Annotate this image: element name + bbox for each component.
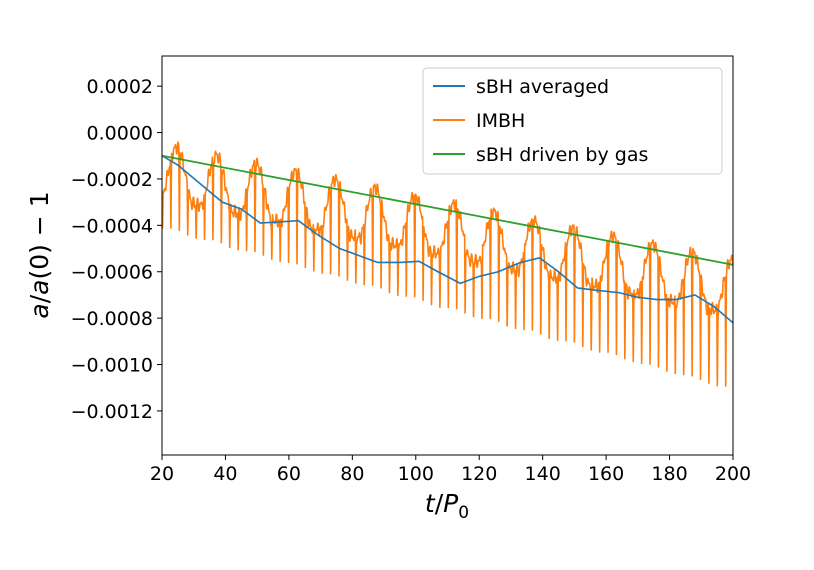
y-tick-label: −0.0004: [71, 215, 153, 237]
series-line-imbh: [162, 141, 733, 387]
legend-label-imbh: IMBH: [476, 110, 525, 132]
y-tick-label: −0.0010: [71, 355, 153, 377]
axes-frame: [161, 55, 734, 456]
legend-label-sbh-averaged: sBH averaged: [476, 76, 609, 98]
x-tick-label: 100: [398, 463, 434, 485]
y-tick-label: 0.0000: [87, 123, 153, 145]
series-layer: [162, 141, 733, 387]
x-axis-ticks: 20 40 60 80 100 120 140 160 180 200: [150, 455, 751, 485]
x-tick-label: 140: [525, 463, 561, 485]
x-tick-label: 80: [340, 463, 364, 485]
x-tick-label: 40: [213, 463, 237, 485]
legend: sBH averaged IMBH sBH driven by gas: [422, 67, 723, 175]
y-axis-label: a/a(0) − 1: [25, 191, 54, 318]
x-tick-label: 180: [651, 463, 687, 485]
y-tick-label: −0.0008: [71, 308, 153, 330]
x-tick-label: 200: [715, 463, 751, 485]
x-tick-label: 20: [150, 463, 174, 485]
legend-box: [422, 67, 723, 175]
x-tick-label: 120: [461, 463, 497, 485]
y-axis-ticks: 0.0002 0.0000 −0.0002 −0.0004 −0.0006 −0.0008…: [71, 76, 162, 423]
y-tick-label: −0.0012: [71, 401, 153, 423]
y-tick-label: 0.0002: [87, 76, 153, 98]
x-tick-label: 160: [588, 463, 624, 485]
series-line-sbh-gas: [162, 154, 733, 266]
series-line-sbh-averaged: [162, 155, 733, 324]
x-tick-label: 60: [277, 463, 301, 485]
y-tick-label: −0.0002: [71, 169, 153, 191]
legend-label-sbh-gas: sBH driven by gas: [476, 144, 648, 166]
y-tick-label: −0.0006: [71, 262, 153, 284]
